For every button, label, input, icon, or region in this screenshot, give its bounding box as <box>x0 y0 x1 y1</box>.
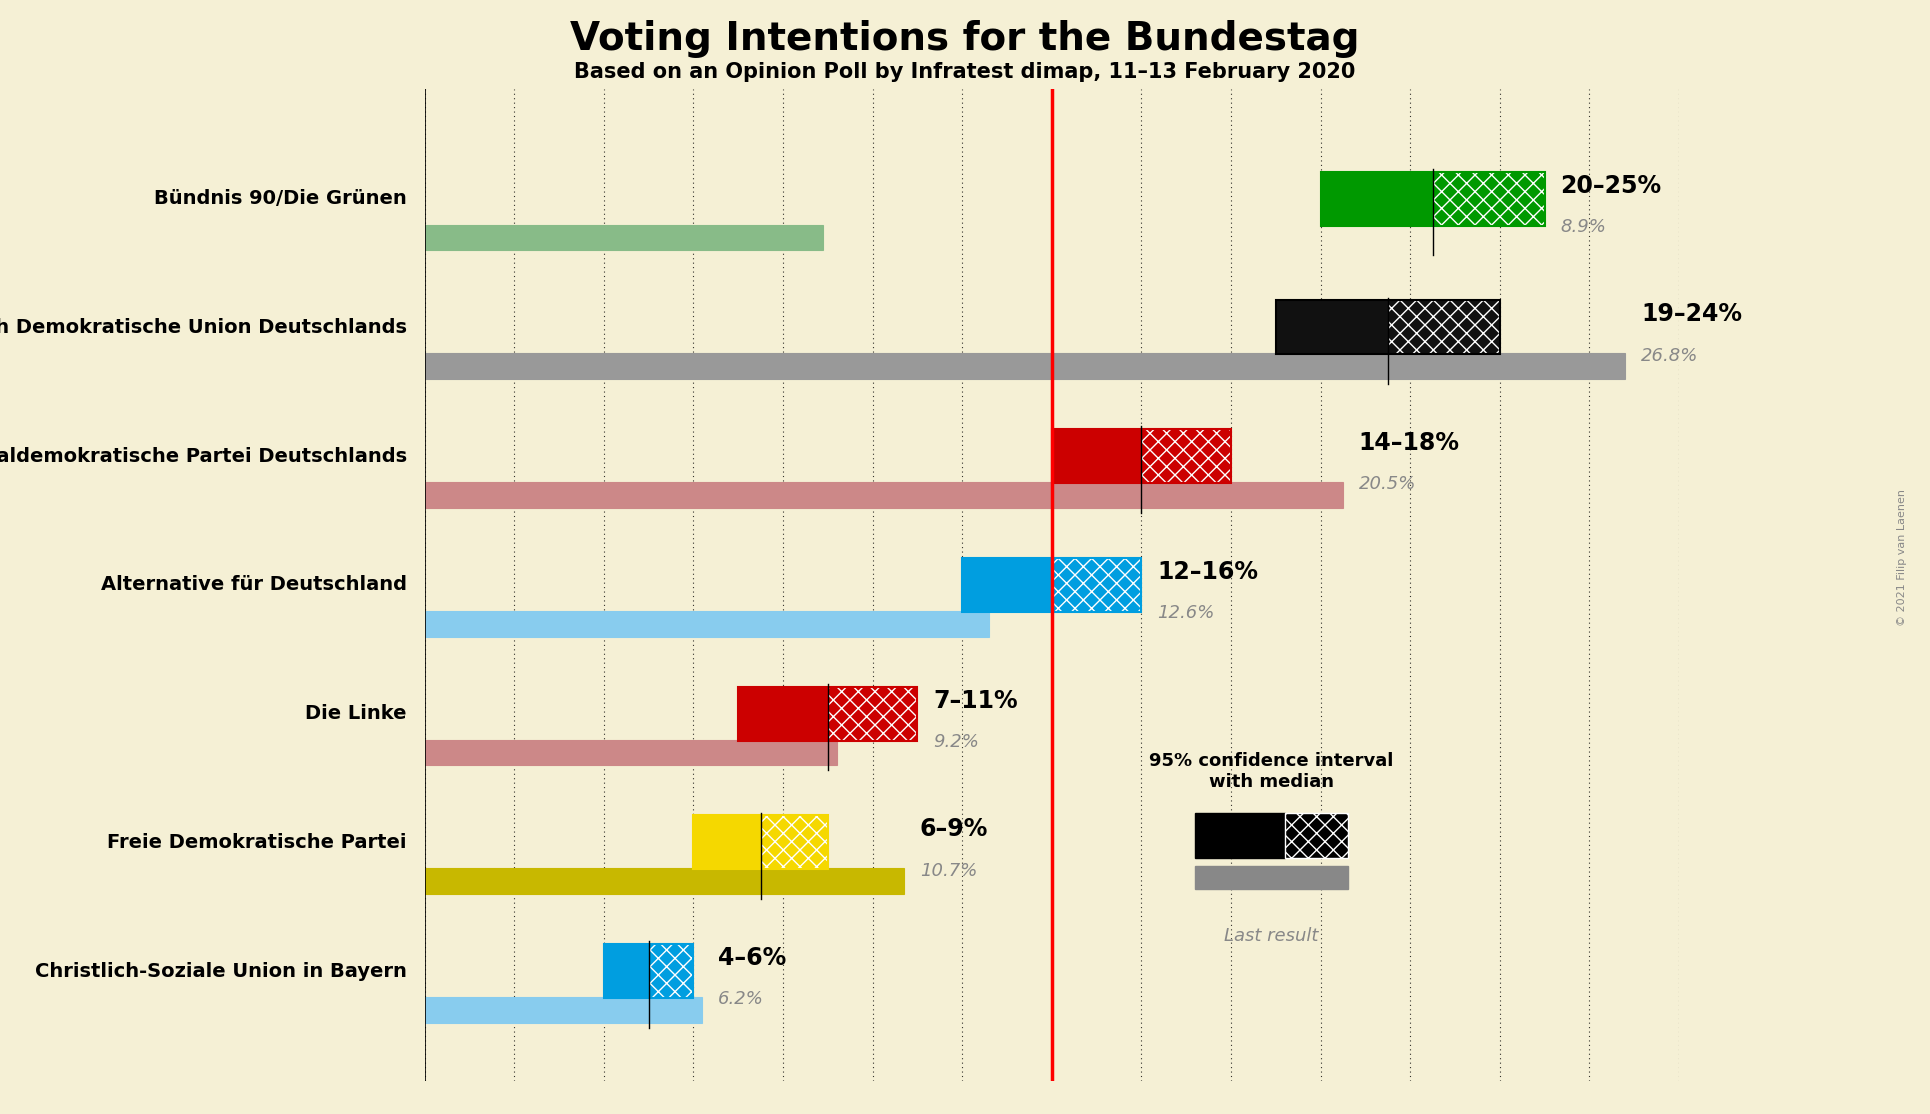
Bar <box>1276 301 1500 354</box>
Bar <box>963 558 1052 612</box>
Bar <box>425 610 988 637</box>
Bar <box>425 353 1625 379</box>
Text: Sozialdemokratische Partei Deutschlands: Sozialdemokratische Partei Deutschlands <box>0 447 407 466</box>
Bar <box>1388 301 1500 354</box>
Text: Last result: Last result <box>1224 927 1318 946</box>
Bar <box>1195 867 1347 889</box>
Bar <box>425 482 1343 508</box>
Bar <box>693 815 828 869</box>
Bar <box>648 944 693 998</box>
Bar <box>425 610 988 637</box>
Bar <box>425 353 1625 379</box>
Text: 12–16%: 12–16% <box>1158 560 1258 584</box>
Text: 7–11%: 7–11% <box>932 688 1017 713</box>
Text: 95% confidence interval
with median: 95% confidence interval with median <box>1148 752 1393 791</box>
Bar <box>737 686 917 741</box>
Bar <box>1052 429 1141 483</box>
Bar <box>693 815 760 869</box>
Bar <box>737 686 828 741</box>
Text: 20.5%: 20.5% <box>1359 476 1417 494</box>
Text: Freie Demokratische Partei: Freie Demokratische Partei <box>108 833 407 852</box>
Text: 14–18%: 14–18% <box>1359 431 1459 456</box>
Bar <box>963 558 1141 612</box>
Text: Bündnis 90/Die Grünen: Bündnis 90/Die Grünen <box>154 189 407 208</box>
Bar <box>425 869 903 895</box>
Text: 6–9%: 6–9% <box>921 818 988 841</box>
Bar <box>1285 813 1347 859</box>
Text: Christlich Demokratische Union Deutschlands: Christlich Demokratische Union Deutschla… <box>0 317 407 336</box>
Bar <box>1052 558 1141 612</box>
Bar <box>425 740 838 765</box>
Text: 10.7%: 10.7% <box>921 862 977 880</box>
Text: Christlich-Soziale Union in Bayern: Christlich-Soziale Union in Bayern <box>35 961 407 980</box>
Text: 19–24%: 19–24% <box>1640 303 1743 326</box>
Text: Alternative für Deutschland: Alternative für Deutschland <box>100 575 407 595</box>
Bar <box>1276 301 1388 354</box>
Text: 26.8%: 26.8% <box>1640 346 1698 364</box>
Bar <box>1432 172 1544 226</box>
Bar <box>604 944 693 998</box>
Bar <box>425 997 703 1023</box>
Bar <box>1052 429 1231 483</box>
Bar <box>425 225 824 251</box>
Bar <box>425 740 838 765</box>
Text: 4–6%: 4–6% <box>718 946 786 970</box>
Text: © 2021 Filip van Laenen: © 2021 Filip van Laenen <box>1897 489 1907 625</box>
Bar <box>425 869 903 895</box>
Bar <box>828 686 917 741</box>
Text: Die Linke: Die Linke <box>305 704 407 723</box>
Bar <box>425 482 1343 508</box>
Text: 12.6%: 12.6% <box>1158 604 1214 623</box>
Bar <box>425 225 824 251</box>
Bar <box>1195 813 1285 859</box>
Bar <box>425 997 703 1023</box>
Text: Based on an Opinion Poll by Infratest dimap, 11–13 February 2020: Based on an Opinion Poll by Infratest di… <box>575 62 1355 82</box>
Text: 20–25%: 20–25% <box>1559 174 1662 197</box>
Bar <box>1320 172 1432 226</box>
Text: 9.2%: 9.2% <box>932 733 979 751</box>
Text: Voting Intentions for the Bundestag: Voting Intentions for the Bundestag <box>569 20 1361 58</box>
Bar <box>760 815 828 869</box>
Bar <box>604 944 648 998</box>
Bar <box>1320 172 1544 226</box>
Bar <box>1141 429 1231 483</box>
Text: 6.2%: 6.2% <box>718 990 764 1008</box>
Text: 8.9%: 8.9% <box>1559 218 1606 236</box>
